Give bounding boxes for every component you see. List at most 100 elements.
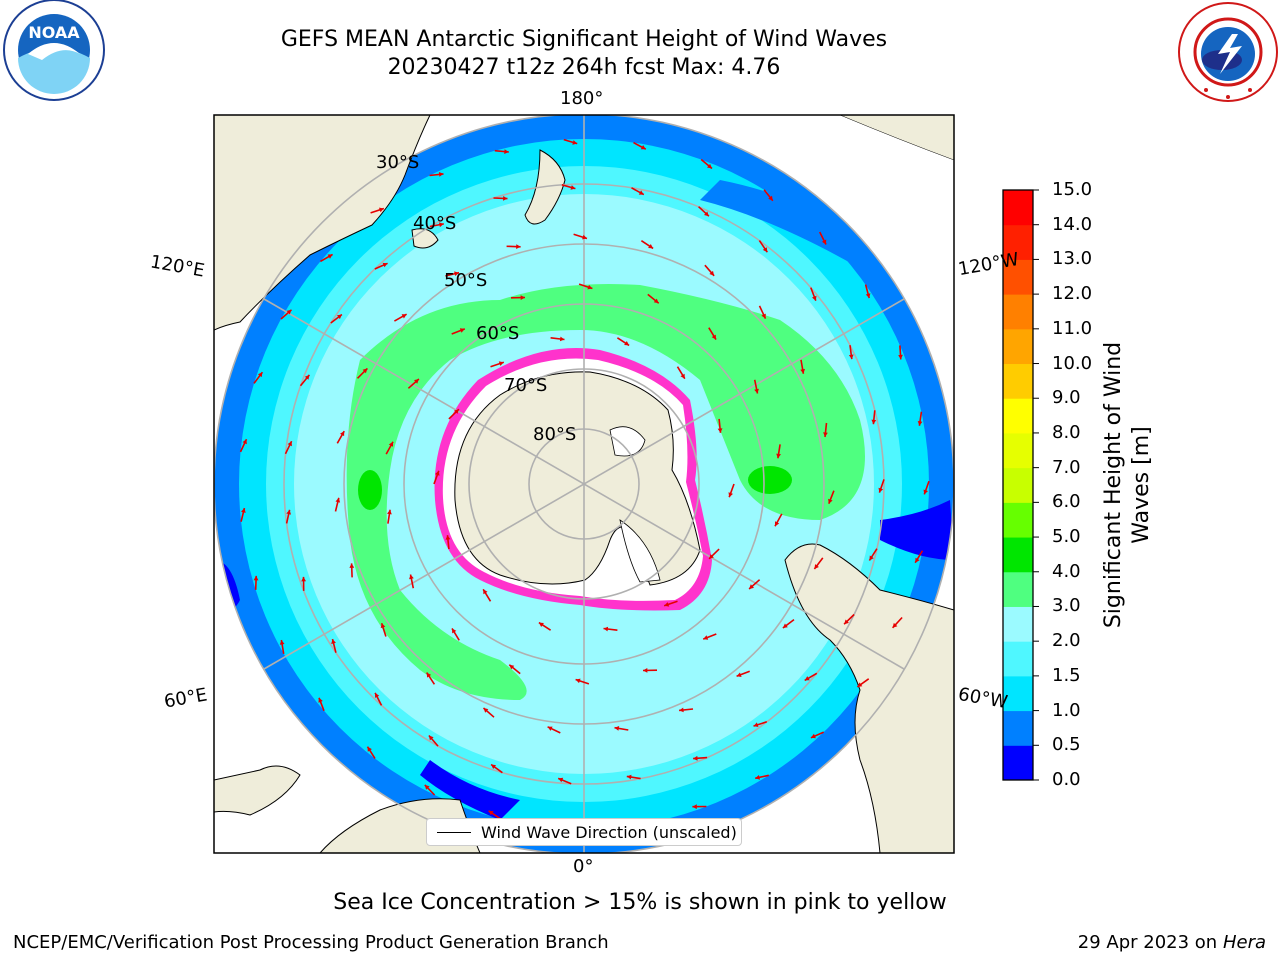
wave-arrow-head [401, 314, 407, 319]
colorbar-segment [1003, 675, 1033, 712]
colorbar-tick-label: 3.0 [1052, 595, 1081, 617]
wave-arrow-head [749, 584, 754, 589]
wave-arrow-head [709, 554, 714, 559]
colorbar-label: Significant Height of Wind Waves [m] [1101, 341, 1154, 629]
colorbar-tick-label: 9.0 [1052, 387, 1081, 409]
wave-arrow-head [709, 270, 715, 276]
wave-arrow-head [711, 334, 716, 340]
wave-arrow-head [503, 196, 508, 201]
wave-arrow-head [516, 244, 521, 249]
wave-arrow-head [337, 314, 342, 320]
wave-arrow-head [488, 810, 494, 816]
wave-arrow-head [707, 163, 712, 169]
wave-arrow-head [559, 336, 565, 342]
wave-arrow-head [257, 372, 263, 378]
colorbar-tick-label: 6.0 [1052, 491, 1081, 513]
wave-arrow-head [287, 441, 292, 447]
wave-arrow-head [587, 284, 593, 290]
wave-arrow-head [648, 244, 654, 249]
noaa-logo: NOAA [3, 0, 105, 101]
colorbar-segment [1003, 745, 1033, 781]
wave-arrow-head [491, 764, 496, 769]
wave-arrow-head [653, 298, 659, 304]
wave-arrow-head [804, 676, 810, 681]
nws-logo [1178, 2, 1278, 102]
wave-arrow-head [286, 309, 292, 315]
wave-arrow-head [575, 678, 581, 684]
colorbar-segment [1003, 537, 1033, 573]
colorbar [1002, 189, 1039, 781]
colorbar-tick-label: 8.0 [1052, 421, 1081, 443]
wave-arrow-head [603, 626, 609, 632]
wave-arrow-head [387, 509, 392, 515]
wave-arrow-head [439, 222, 444, 228]
colorbar-segment [1003, 190, 1033, 226]
wave-arrow-head [680, 373, 685, 379]
wave-arrow-head [679, 707, 684, 713]
wave-arrow-head [279, 640, 285, 645]
colorbar-segment [1003, 224, 1033, 260]
wave-arrow-head [483, 708, 489, 713]
colorbar-segment [1003, 363, 1033, 399]
wave-arrow-head [379, 207, 384, 213]
wave-arrow-head [331, 639, 336, 644]
wave-arrow-head [335, 497, 341, 503]
wave-arrow-head [812, 295, 817, 301]
colorbar-segment [1003, 294, 1033, 330]
colorbar-segment [1003, 328, 1033, 365]
footer-machine: Hera [1222, 932, 1266, 953]
chart-title: GEFS MEAN Antarctic Significant Height o… [280, 27, 888, 52]
wave-arrow-head [498, 361, 504, 366]
wave-arrow-head [810, 733, 816, 739]
lat-label-70s: 70°S [504, 375, 548, 396]
colorbar-tick-label: 1.5 [1052, 664, 1081, 686]
colorbar-tick-label: 5.0 [1052, 526, 1081, 548]
wave-arrow-head [301, 576, 306, 582]
wave-arrow-head [582, 234, 587, 240]
wave-arrow-head [775, 521, 780, 527]
colorbar-frame [1002, 189, 1034, 781]
wave-arrow-head [640, 145, 646, 150]
wave-arrow-head [736, 672, 742, 677]
wave-arrow-head [917, 421, 923, 426]
colorbar-tick-label: 1.0 [1052, 699, 1081, 721]
wave-arrow-head [753, 722, 759, 727]
wave-arrow-head [844, 619, 849, 625]
wave-arrow-head [570, 185, 576, 190]
wave-arrow-head [703, 635, 709, 640]
colorbar-tick-label: 0.5 [1052, 734, 1081, 756]
wave-arrow-head [520, 295, 525, 300]
colorbar-segment [1003, 432, 1033, 469]
colorbar-segment [1003, 710, 1033, 746]
wave-arrow-head [380, 623, 386, 629]
wave-arrow-head [664, 602, 670, 607]
wave-arrow-head [367, 746, 372, 752]
wave-arrow-head [624, 341, 630, 346]
wave-arrow-head [286, 509, 291, 515]
wave-arrow-head [692, 804, 697, 810]
wave-arrow-head [754, 388, 759, 394]
graticule [214, 115, 954, 853]
colorbar-segment [1003, 502, 1033, 538]
wave-arrow-head [828, 498, 833, 504]
sea-ice-note: Sea Ice Concentration > 15% is shown in … [333, 890, 947, 915]
wave-arrow-head [761, 313, 766, 319]
wave-arrow-head [538, 622, 544, 627]
wave-arrow-head [865, 293, 871, 299]
wave-arrow-head [483, 589, 488, 595]
wave-arrow-head [823, 432, 828, 437]
wave-arrow-head [428, 735, 434, 741]
wave-arrow-head [426, 672, 432, 678]
wave-arrow-head [898, 354, 903, 360]
wave-arrow-head [241, 508, 246, 513]
wave-arrow-head [768, 195, 773, 201]
wave-arrow-head [728, 492, 733, 498]
colorbar-tick-label: 13.0 [1052, 248, 1093, 270]
colorbar-tick-label: 11.0 [1052, 317, 1093, 339]
wave-arrow-head [717, 428, 723, 433]
lon-label-0: 0° [573, 856, 594, 877]
colorbar-segment [1003, 259, 1033, 295]
wave-arrow-head [782, 623, 788, 628]
lat-label-30s: 30°S [376, 152, 420, 173]
